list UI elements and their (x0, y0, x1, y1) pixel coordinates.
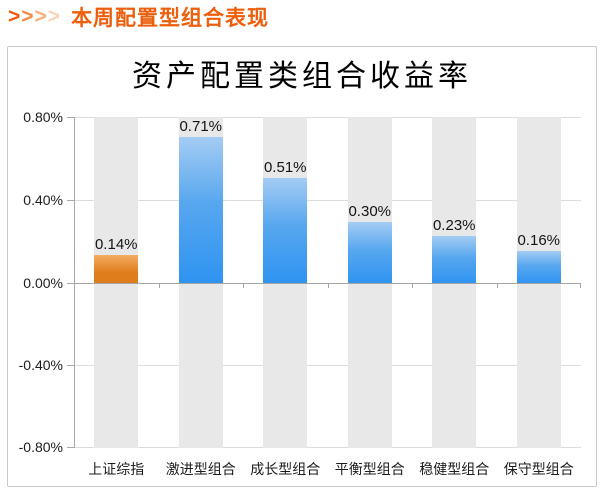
bar-value-label: 0.51% (263, 159, 307, 176)
value-bar (432, 236, 477, 284)
bar-value-label: 0.30% (348, 203, 392, 220)
value-bar (347, 222, 392, 284)
section-title: 本周配置型组合表现 (71, 7, 270, 30)
y-axis-line (74, 117, 75, 448)
gridline (74, 365, 581, 366)
category-axis-tick (159, 284, 160, 288)
category-axis-tick (243, 284, 244, 288)
bar-value-label: 0.16% (517, 232, 561, 249)
bar-value-label: 0.71% (179, 118, 223, 135)
category-cell: 0.51% (243, 117, 328, 448)
value-bar (178, 137, 223, 284)
chevron-icon: > (47, 5, 61, 28)
category-axis-tick (328, 284, 329, 288)
gridline (74, 200, 581, 201)
chart-panel: 资产配置类组合收益率 0.80% 0.40% 0.00% -0.40% -0.80% 0… (7, 46, 597, 487)
chart-title: 资产配置类组合收益率 (132, 60, 472, 93)
gridline (74, 447, 581, 448)
category-axis-tick (74, 284, 75, 288)
y-axis-tick (67, 200, 74, 201)
x-axis-category-label: 上证综指 (88, 461, 145, 477)
category-axis-tick (497, 284, 498, 288)
x-axis-category-label: 成长型组合 (250, 461, 321, 477)
category-cell: 0.14% (74, 117, 159, 448)
category-axis-tick (412, 284, 413, 288)
bar-value-label: 0.14% (94, 236, 138, 253)
category-cell: 0.23% (412, 117, 497, 448)
value-bar (263, 178, 308, 284)
y-axis-tick (67, 283, 74, 284)
y-axis-tick (67, 365, 74, 366)
value-bar (516, 251, 561, 284)
y-axis: 0.80% 0.40% 0.00% -0.40% -0.80% (8, 109, 74, 455)
chevron-icon: > (34, 5, 47, 28)
x-axis-category-label: 激进型组合 (165, 461, 236, 477)
y-axis-tick-label: 0.00% (23, 275, 63, 291)
plot-area: 0.14% 0.71% 0.51% 0.30% 0.23% 0.16% (74, 117, 581, 448)
x-axis-category-label: 平衡型组合 (334, 461, 405, 477)
section-header: > > > > 本周配置型组合表现 (8, 4, 269, 30)
x-axis-category-label: 稳健型组合 (419, 461, 490, 477)
bar-value-label: 0.23% (432, 217, 476, 234)
value-bar (94, 255, 139, 284)
chevron-icon: > (8, 5, 21, 28)
chevron-icons: > > > > (8, 5, 61, 29)
y-axis-tick (67, 117, 74, 118)
category-cell: 0.71% (159, 117, 244, 448)
chevron-icon: > (21, 5, 34, 28)
gridline (74, 117, 581, 118)
y-axis-tick-label: 0.80% (23, 109, 63, 125)
y-axis-tick-label: -0.40% (18, 357, 63, 373)
x-axis-labels: 上证综指 激进型组合 成长型组合 平衡型组合 稳健型组合 保守型组合 (74, 459, 581, 479)
x-axis-category-label: 保守型组合 (503, 461, 574, 477)
y-axis-tick-label: -0.80% (18, 439, 63, 455)
category-axis-tick (580, 284, 581, 288)
zero-axis-line (74, 283, 581, 284)
y-axis-tick-label: 0.40% (23, 192, 63, 208)
y-axis-tick (67, 447, 74, 448)
category-cell: 0.30% (328, 117, 413, 448)
category-cell: 0.16% (497, 117, 582, 448)
